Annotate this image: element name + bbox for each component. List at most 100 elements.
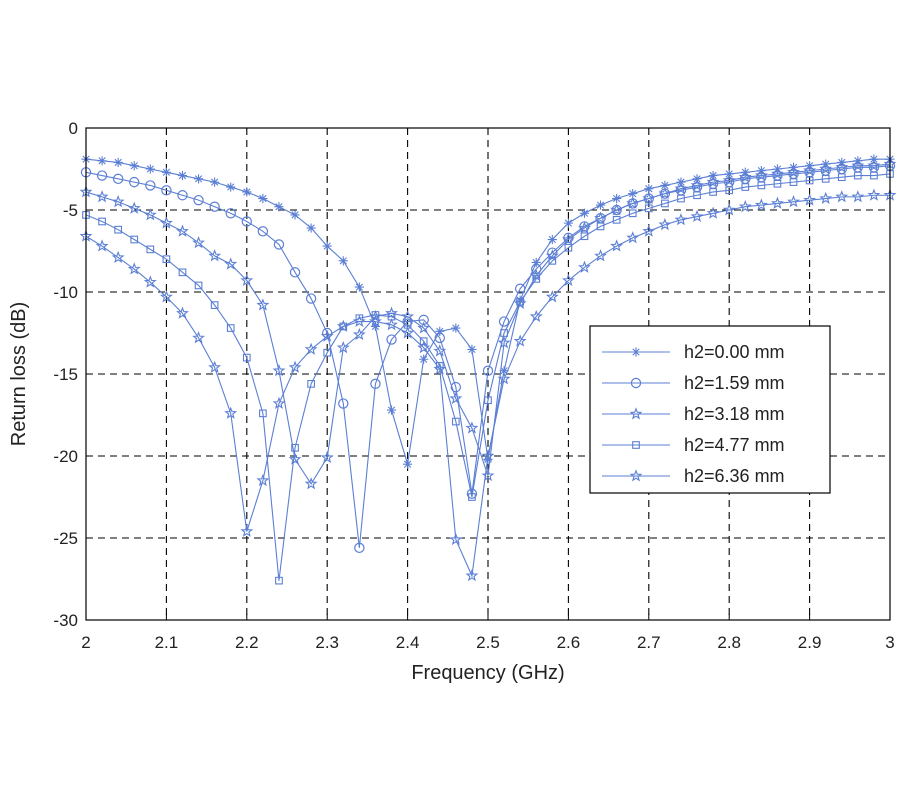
- data-point: [320, 450, 334, 464]
- data-point: [161, 167, 171, 177]
- data-point: [803, 193, 817, 206]
- data-point: [323, 348, 332, 357]
- data-point: [95, 190, 109, 203]
- series-group: [79, 154, 897, 585]
- legend-label: h2=6.36 mm: [684, 466, 785, 486]
- legend-entry: h2=3.18 mm: [602, 404, 785, 424]
- data-point: [500, 329, 508, 337]
- data-point: [240, 524, 254, 537]
- data-point: [146, 245, 155, 254]
- data-point: [352, 314, 366, 327]
- data-point: [644, 204, 653, 213]
- data-point: [162, 255, 171, 264]
- data-point: [193, 174, 204, 184]
- legend: h2=0.00 mm h2=1.59 mm h2=3.18 mm h2=4.77 mm…: [589, 325, 831, 494]
- data-point: [143, 208, 157, 221]
- data-point: [498, 316, 510, 327]
- legend-entry: h2=4.77 mm: [602, 435, 785, 455]
- data-point: [192, 236, 205, 249]
- data-point: [596, 222, 605, 231]
- data-point: [96, 170, 108, 181]
- data-point: [112, 173, 124, 185]
- data-point: [371, 311, 380, 319]
- data-point: [821, 174, 830, 183]
- data-point: [224, 257, 238, 270]
- data-point: [853, 171, 862, 180]
- data-point: [484, 396, 492, 405]
- data-point: [595, 200, 606, 210]
- data-point: [661, 199, 669, 208]
- data-point: [208, 360, 222, 373]
- data-point: [531, 257, 541, 268]
- data-point: [738, 199, 752, 213]
- data-point: [545, 249, 559, 262]
- x-tick-label: 2.6: [557, 633, 581, 652]
- data-point: [111, 250, 125, 264]
- data-point: [401, 326, 415, 339]
- data-point: [290, 210, 300, 220]
- data-point: [274, 202, 284, 212]
- data-point: [111, 195, 125, 208]
- data-point: [725, 186, 734, 195]
- data-point: [307, 379, 315, 388]
- data-point: [870, 171, 878, 180]
- data-point: [660, 180, 670, 190]
- data-point: [304, 477, 318, 490]
- series-line: [85, 163, 891, 485]
- data-point: [561, 273, 575, 286]
- data-point: [564, 243, 573, 252]
- data-point: [578, 221, 591, 234]
- data-point: [210, 177, 220, 187]
- data-point: [642, 191, 656, 204]
- data-point: [434, 332, 445, 344]
- data-point: [612, 193, 622, 204]
- data-point: [127, 201, 141, 214]
- data-point: [594, 211, 607, 224]
- data-point: [272, 363, 286, 377]
- data-point: [658, 186, 672, 200]
- data-point: [773, 179, 782, 188]
- legend-label: h2=1.59 mm: [684, 373, 785, 393]
- data-point: [97, 156, 107, 166]
- data-point: [513, 334, 527, 347]
- data-point: [690, 178, 704, 191]
- data-point: [644, 184, 654, 194]
- data-point: [242, 187, 252, 197]
- data-point: [98, 217, 106, 226]
- legend-label: h2=4.77 mm: [684, 435, 785, 455]
- data-point: [499, 366, 509, 376]
- legend-marker: [631, 347, 641, 357]
- legend-box: [589, 325, 831, 494]
- data-point: [129, 176, 140, 188]
- series-line: [85, 165, 891, 548]
- data-point: [754, 198, 768, 211]
- series-4: [82, 170, 894, 585]
- data-point: [304, 342, 318, 355]
- data-point: [563, 218, 573, 228]
- data-point: [305, 293, 317, 304]
- data-point: [819, 162, 833, 175]
- legend-label: h2=3.18 mm: [684, 404, 785, 424]
- data-point: [386, 405, 397, 415]
- data-point: [193, 194, 204, 206]
- data-point: [771, 167, 784, 180]
- x-tick-label: 2.2: [235, 633, 259, 652]
- data-point: [449, 391, 463, 405]
- data-point: [95, 239, 109, 252]
- data-point: [803, 163, 817, 177]
- data-point: [449, 532, 463, 546]
- data-point: [370, 378, 381, 390]
- data-point: [225, 208, 236, 219]
- data-point: [176, 306, 189, 319]
- data-point: [787, 195, 800, 208]
- data-point: [354, 542, 365, 554]
- data-point: [835, 160, 849, 173]
- data-point: [787, 165, 800, 178]
- data-point: [419, 337, 428, 346]
- data-point: [451, 323, 461, 333]
- data-point: [532, 275, 541, 283]
- data-point: [161, 185, 172, 196]
- data-point: [289, 267, 301, 278]
- data-point: [145, 180, 156, 191]
